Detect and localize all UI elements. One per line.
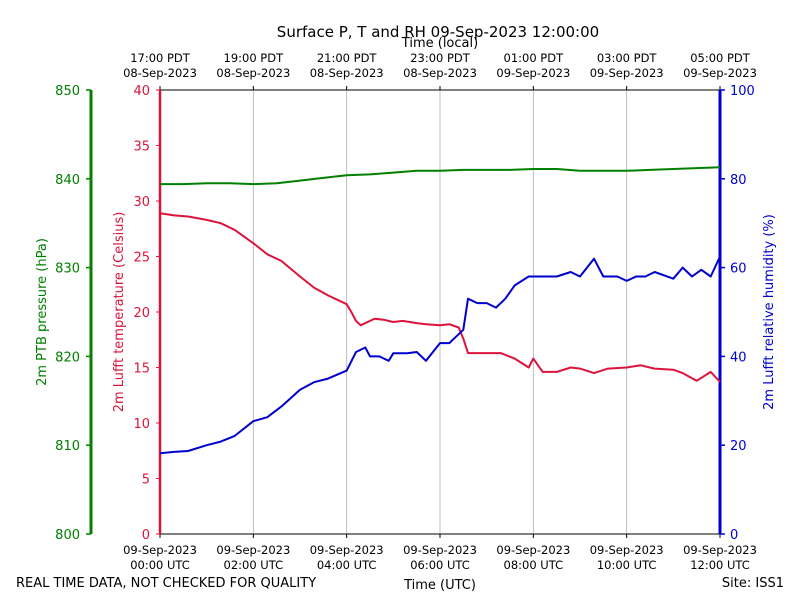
pressure-tick-label: 820 <box>55 350 80 365</box>
pressure-tick-label: 810 <box>55 439 80 454</box>
humidity-tick-label: 60 <box>730 262 747 277</box>
x-tick-label-local-time: 03:00 PDT <box>597 51 658 65</box>
x-tick-label-utc-time: 02:00 UTC <box>224 558 284 572</box>
x-tick-label-local-time: 21:00 PDT <box>317 51 378 65</box>
x-tick-label-utc-time: 04:00 UTC <box>317 558 377 572</box>
temperature-tick-label: 0 <box>142 528 150 543</box>
x-tick-label-utc-time: 00:00 UTC <box>130 558 190 572</box>
pressure-series-line <box>160 166 721 186</box>
x-tick-label-local-date: 09-Sep-2023 <box>590 66 664 80</box>
x-tick-label-utc-date: 09-Sep-2023 <box>216 543 290 557</box>
x-tick-label-utc-time: 06:00 UTC <box>410 558 470 572</box>
x-tick-label-local-date: 09-Sep-2023 <box>496 66 570 80</box>
x-tick-label-utc-date: 09-Sep-2023 <box>403 543 477 557</box>
x-tick-label-utc-time: 10:00 UTC <box>597 558 657 572</box>
x-tick-label-local-date: 08-Sep-2023 <box>403 66 477 80</box>
humidity-tick-label: 100 <box>730 84 755 99</box>
humidity-tick-label: 20 <box>730 439 747 454</box>
x-tick-label-utc-date: 09-Sep-2023 <box>123 543 197 557</box>
x-axis-label-local: Time (local) <box>401 36 478 51</box>
chart-title: Surface P, T and RH 09-Sep-2023 12:00:00 <box>277 23 599 41</box>
x-tick-label-local-time: 19:00 PDT <box>224 51 285 65</box>
pressure-tick-label: 840 <box>55 173 80 188</box>
pressure-axis-label: 2m PTB pressure (hPa) <box>35 238 50 386</box>
temperature-tick-label: 10 <box>133 417 150 432</box>
temperature-axis-label: 2m Lufft temperature (Celsius) <box>112 212 127 413</box>
x-tick-label-utc-date: 09-Sep-2023 <box>590 543 664 557</box>
x-tick-label-local-time: 05:00 PDT <box>690 51 751 65</box>
temperature-tick-label: 25 <box>133 251 150 266</box>
humidity-axis-label: 2m Lufft relative humidity (%) <box>762 214 777 410</box>
humidity-tick-label: 40 <box>730 350 747 365</box>
x-tick-label-local-time: 01:00 PDT <box>504 51 565 65</box>
temperature-tick-label: 15 <box>133 362 150 377</box>
temperature-tick-label: 35 <box>133 140 150 155</box>
x-tick-label-local-time: 23:00 PDT <box>410 51 471 65</box>
x-tick-label-utc-date: 09-Sep-2023 <box>310 543 384 557</box>
site-label: Site: ISS1 <box>721 576 784 591</box>
quality-disclaimer: REAL TIME DATA, NOT CHECKED FOR QUALITY <box>16 576 317 591</box>
temperature-series-line <box>159 212 721 383</box>
x-tick-label-local-date: 08-Sep-2023 <box>310 66 384 80</box>
pressure-tick-label: 830 <box>55 262 80 277</box>
humidity-tick-label: 0 <box>730 528 738 543</box>
x-tick-label-utc-date: 09-Sep-2023 <box>496 543 570 557</box>
temperature-tick-label: 40 <box>133 84 150 99</box>
pressure-tick-label: 850 <box>55 84 80 99</box>
temperature-tick-label: 5 <box>142 473 150 488</box>
humidity-tick-label: 80 <box>730 173 747 188</box>
x-tick-label-local-date: 08-Sep-2023 <box>123 66 197 80</box>
x-tick-label-local-date: 09-Sep-2023 <box>683 66 757 80</box>
temperature-tick-label: 20 <box>133 306 150 321</box>
temperature-tick-label: 30 <box>133 195 150 210</box>
x-tick-label-local-date: 08-Sep-2023 <box>216 66 290 80</box>
x-axis-label-utc: Time (UTC) <box>403 578 476 593</box>
x-tick-label-utc-date: 09-Sep-2023 <box>683 543 757 557</box>
x-tick-label-utc-time: 08:00 UTC <box>504 558 564 572</box>
x-tick-label-utc-time: 12:00 UTC <box>690 558 750 572</box>
humidity-series-line <box>159 256 721 455</box>
x-tick-label-local-time: 17:00 PDT <box>130 51 191 65</box>
pressure-tick-label: 800 <box>55 528 80 543</box>
